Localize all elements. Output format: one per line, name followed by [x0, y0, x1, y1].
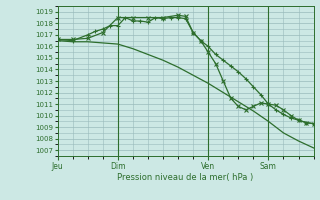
X-axis label: Pression niveau de la mer( hPa ): Pression niveau de la mer( hPa ) [117, 173, 254, 182]
